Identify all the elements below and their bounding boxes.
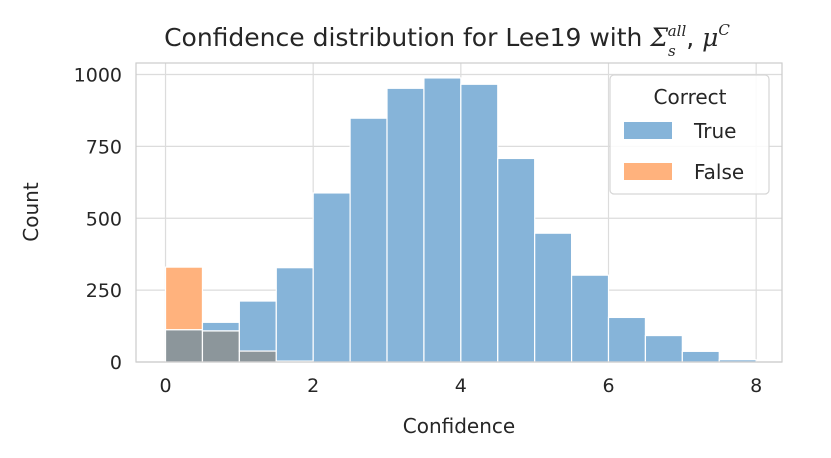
y-tick-label: 500	[86, 208, 122, 230]
x-tick-label: 2	[307, 375, 319, 397]
histogram-bar	[312, 192, 351, 363]
y-tick-label: 0	[110, 352, 122, 374]
histogram-bar-overlap	[164, 329, 204, 363]
legend: Correct True False	[609, 74, 770, 195]
histogram-bar	[497, 157, 536, 363]
histogram-bar	[570, 274, 610, 363]
legend-label-false: False	[694, 160, 744, 184]
histogram-bar	[238, 300, 277, 352]
plot-frame	[135, 62, 783, 363]
histogram-bar	[460, 83, 499, 363]
x-tick-label: 6	[602, 375, 614, 397]
legend-swatch-true	[624, 122, 672, 139]
histogram-bar	[386, 87, 425, 363]
histogram-bar	[164, 266, 204, 331]
chart-title: Confidence distribution for Lee19 with Σ…	[164, 21, 730, 60]
tick-labels: 0 2 4 6 8 0 250 500 750 1000	[74, 65, 763, 398]
legend-label-true: True	[693, 119, 736, 143]
x-axis-label: Confidence	[403, 414, 515, 438]
legend-swatch-false	[624, 163, 672, 180]
y-axis-label: Count	[19, 182, 43, 242]
histogram-bar	[423, 77, 462, 363]
bars	[164, 77, 757, 363]
histogram-bar	[349, 117, 388, 363]
legend-title: Correct	[654, 85, 727, 109]
histogram-bar	[644, 334, 683, 363]
y-tick-label: 750	[86, 136, 122, 158]
histogram-bar	[534, 232, 573, 363]
histogram-bar-overlap	[238, 350, 277, 363]
histogram-bar	[607, 316, 647, 363]
y-tick-label: 1000	[74, 65, 122, 87]
histogram-bar-overlap	[201, 330, 240, 363]
histogram-bar	[275, 267, 314, 362]
x-tick-label: 8	[750, 375, 762, 397]
x-tick-label: 0	[159, 375, 171, 397]
histogram-bar	[201, 321, 240, 332]
y-tick-label: 250	[86, 280, 122, 302]
histogram-bar	[681, 350, 720, 363]
x-tick-label: 4	[455, 375, 467, 397]
